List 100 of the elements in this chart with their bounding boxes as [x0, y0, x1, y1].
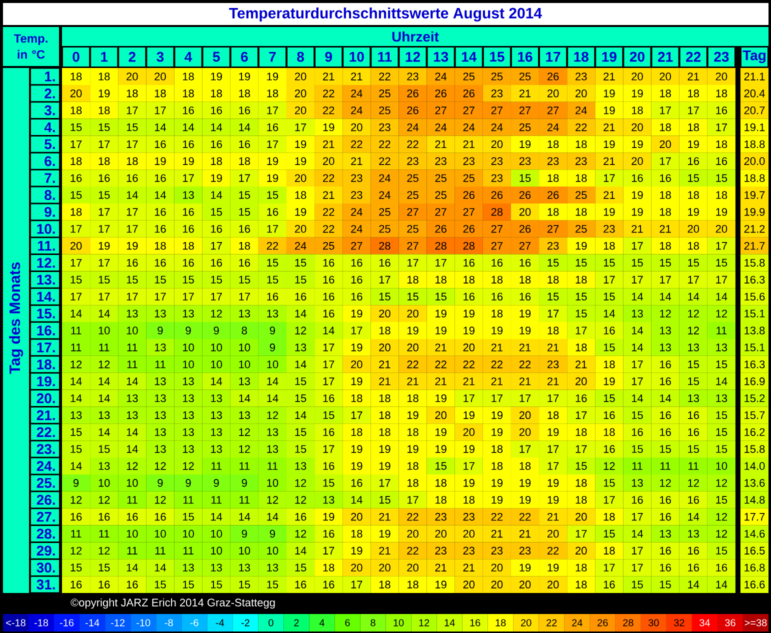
- data-label: 17: [660, 106, 671, 114]
- data-label: 22: [323, 106, 334, 114]
- data-label: 18: [267, 90, 278, 98]
- data-label: 22: [379, 72, 390, 80]
- data-label: 19: [379, 462, 390, 470]
- data-label: 16: [182, 258, 194, 267]
- data-label: 14: [632, 344, 644, 352]
- color-bar-label: 0: [268, 619, 274, 626]
- data-label: 16: [688, 496, 699, 504]
- data-label: 18: [548, 208, 559, 216]
- color-bar-label: 30: [648, 619, 659, 626]
- data-label: 20: [519, 428, 531, 436]
- data-label: 22: [519, 512, 531, 521]
- data-label: 18: [351, 428, 362, 436]
- data-label: 16: [688, 564, 699, 572]
- data-label: 10: [211, 360, 222, 368]
- data-label: 20: [407, 344, 418, 352]
- data-label: 9: [270, 530, 275, 538]
- data-label: 16: [70, 580, 82, 588]
- data-label: 14: [239, 394, 250, 402]
- data-label: 17: [576, 411, 587, 419]
- data-label: 21: [632, 225, 643, 233]
- data-label: 15: [688, 360, 700, 368]
- data-label: 19: [351, 310, 362, 318]
- data-label: 18: [239, 90, 250, 98]
- data-label: 21: [519, 530, 531, 538]
- data-label: 18: [520, 276, 531, 284]
- data-label: 17: [407, 496, 418, 504]
- data-label: 23: [576, 72, 587, 80]
- data-label: 14: [632, 326, 644, 334]
- data-label: 21: [688, 72, 699, 80]
- x-tick-label: 15: [490, 52, 504, 62]
- data-label: 23: [491, 174, 503, 182]
- data-label: 16: [126, 512, 138, 521]
- data-label: 20: [716, 225, 728, 233]
- data-label: 25: [435, 191, 446, 199]
- data-label: 24: [351, 106, 362, 114]
- data-label: 16: [632, 174, 643, 182]
- data-label: 22: [519, 360, 531, 368]
- data-label: 15: [716, 360, 728, 368]
- data-label: 12: [295, 326, 306, 334]
- data-label: 20: [294, 174, 306, 182]
- data-label: 19: [548, 564, 559, 572]
- data-label: 10: [126, 479, 138, 487]
- color-bar-label: 32: [674, 619, 684, 626]
- data-label: 13: [182, 394, 194, 402]
- data-label: 23: [547, 360, 559, 368]
- data-label: 18: [379, 411, 390, 420]
- data-label: 14: [660, 394, 672, 402]
- data-label: 19: [492, 428, 503, 436]
- data-label: 22: [547, 546, 559, 555]
- data-label: 25: [519, 72, 531, 80]
- data-label: 13: [182, 564, 194, 572]
- data-label: 18: [576, 479, 587, 487]
- data-label: 20: [660, 140, 671, 148]
- data-label: 14: [211, 191, 222, 199]
- color-bar-label: <-18: [6, 619, 26, 626]
- data-label: 15: [688, 445, 700, 453]
- data-label: 26: [407, 106, 418, 114]
- data-label: 13: [660, 326, 671, 334]
- data-label: 15: [548, 292, 559, 300]
- data-label: 17: [464, 462, 474, 470]
- data-label: 27: [491, 225, 502, 233]
- data-label: 18: [576, 496, 587, 504]
- data-label: 14: [154, 564, 166, 572]
- data-label: 21: [323, 191, 334, 199]
- data-label: 21: [407, 377, 418, 386]
- data-label: 16: [632, 428, 643, 436]
- data-label: 23: [435, 512, 446, 521]
- data-label: 16: [604, 580, 615, 588]
- data-label: 22: [379, 157, 390, 165]
- data-label: 18: [351, 394, 362, 402]
- data-label: 21: [547, 344, 559, 352]
- data-label: 25: [407, 174, 418, 182]
- data-label: 14: [70, 462, 82, 470]
- data-label: 12: [239, 428, 250, 436]
- data-label: 16: [379, 258, 390, 267]
- data-label: 17: [351, 326, 362, 334]
- data-label: 13: [154, 310, 166, 318]
- data-label: 19.9: [744, 208, 765, 216]
- data-label: 16: [182, 140, 194, 148]
- data-label: 20: [547, 530, 559, 538]
- data-label: 17: [154, 292, 166, 300]
- data-label: 24: [379, 174, 390, 182]
- data-label: 14: [267, 513, 278, 521]
- data-label: 15: [239, 208, 250, 216]
- data-label: 18: [464, 276, 475, 284]
- data-label: 23: [519, 546, 531, 555]
- data-label: 16: [351, 479, 362, 487]
- data-label: 18: [436, 496, 446, 504]
- data-label: 21: [379, 512, 390, 521]
- y-tick-label: 11.: [38, 241, 55, 251]
- data-label: 14: [632, 394, 644, 402]
- y-tick-label: 9.: [44, 206, 55, 217]
- data-label: 26: [491, 191, 503, 199]
- data-label: 16: [464, 292, 475, 301]
- color-bar-label: 4: [319, 619, 324, 626]
- color-bar-label: 28: [623, 619, 634, 626]
- data-label: 22: [323, 90, 334, 98]
- data-label: 17: [716, 124, 727, 132]
